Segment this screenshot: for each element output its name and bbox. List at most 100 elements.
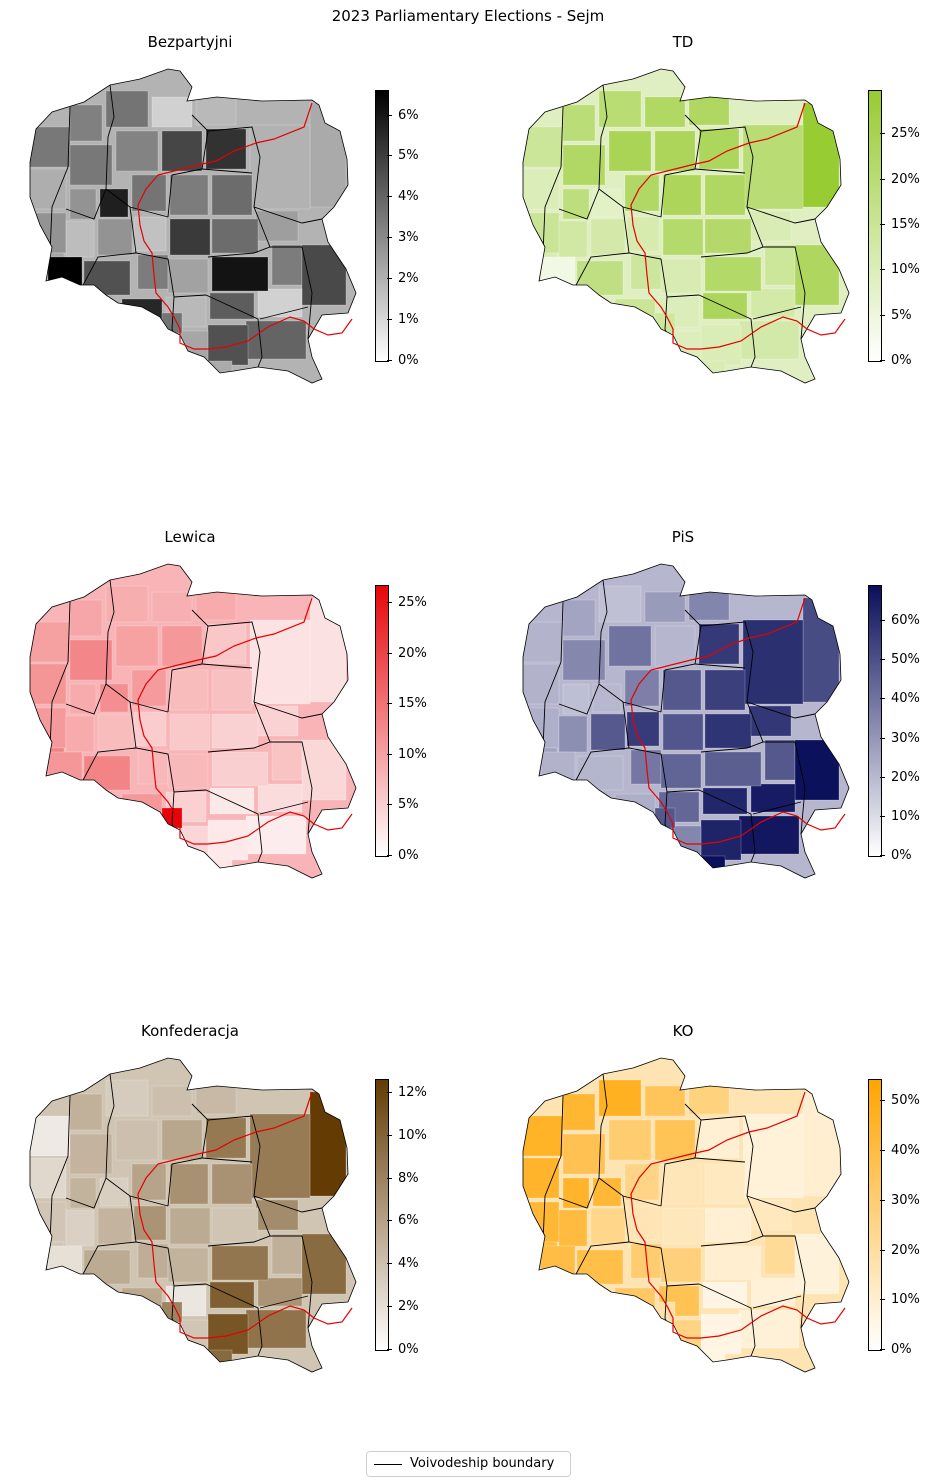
district-region (592, 188, 622, 218)
voivodeship-boundary (752, 306, 802, 320)
colorbar-tick-label: 10% (398, 1127, 427, 1143)
district-region (161, 130, 203, 172)
colorbar-tick-label: 0% (891, 1342, 912, 1357)
district-region (211, 256, 269, 292)
colorbar-tick: 20% (880, 171, 920, 187)
district-region (151, 96, 193, 128)
district-region (195, 589, 237, 621)
colorbar-tick-label: 8% (398, 1170, 419, 1186)
colorbar-tick-label: 20% (891, 171, 920, 187)
district-region (121, 1287, 163, 1315)
district-region (301, 1233, 347, 1295)
panel-title: Konfederacja (141, 1022, 239, 1040)
district-region (576, 755, 624, 791)
district-region (654, 625, 696, 667)
district-region (97, 218, 133, 256)
district-region (207, 1313, 249, 1355)
district-region (523, 663, 560, 705)
district-region (99, 1177, 129, 1207)
voivodeship-boundary (201, 168, 253, 174)
colorbar-tick: 40% (880, 1144, 920, 1157)
district-region (151, 591, 193, 623)
voivodeship-boundary (81, 1241, 137, 1277)
district-region (662, 174, 702, 216)
district-region (654, 130, 696, 172)
district-region (738, 1309, 800, 1349)
colorbar-tick: 40% (880, 692, 920, 705)
voivodeship-boundary (259, 306, 309, 320)
voivodeship-boundary (700, 1235, 806, 1329)
district-region (255, 705, 299, 737)
voivodeship-boundary (129, 701, 207, 793)
colorbar-tick-label: 10% (891, 808, 920, 824)
district-region (704, 1207, 752, 1243)
choropleth-map (522, 1057, 850, 1373)
district-region (562, 144, 606, 186)
voivodeship-boundary (622, 701, 700, 793)
voivodeship-boundary (752, 1295, 802, 1309)
district-region (167, 1319, 209, 1349)
district-region (742, 1113, 804, 1199)
choropleth-map (522, 563, 850, 879)
district-region (662, 218, 704, 256)
voivodeship-boundary (598, 84, 662, 218)
district-region (576, 260, 624, 296)
district-region (590, 218, 626, 256)
choropleth-map (29, 68, 357, 384)
district-region (562, 1133, 606, 1175)
historical-partition-line (137, 1091, 353, 1339)
colorbar-tick: 0% (880, 354, 912, 367)
district-region (169, 174, 209, 216)
district-region (47, 1245, 83, 1275)
district-region (614, 298, 656, 326)
district-region (211, 1207, 259, 1243)
district-region (540, 256, 576, 286)
district-region (794, 1233, 840, 1295)
district-region (802, 102, 840, 208)
district-region (654, 1119, 696, 1161)
district-region (704, 751, 762, 787)
district-region (626, 711, 660, 747)
district-region (660, 1247, 702, 1283)
district-region (592, 683, 622, 713)
district-region (167, 753, 209, 789)
voivodeship-boundary (207, 621, 271, 743)
colorbar-tick: 0% (880, 849, 912, 862)
district-region (688, 1083, 730, 1115)
colorbar-tick: 0% (387, 1343, 419, 1356)
district-region (523, 1115, 564, 1157)
voivodeship-boundary (700, 741, 806, 835)
colorbar-tick: 25% (387, 595, 427, 611)
voivodeship-boundary (105, 579, 169, 713)
district-region (748, 1199, 792, 1231)
district-region (309, 102, 347, 208)
colorbar-tick: 10% (880, 808, 920, 824)
colorbar-tick: 25% (880, 127, 920, 140)
district-region (69, 104, 103, 142)
district-region (644, 1085, 686, 1117)
country-outline (522, 68, 850, 384)
district-region (167, 330, 209, 360)
colorbar-tick: 12% (387, 1086, 427, 1099)
colorbar-tick: 20% (880, 771, 920, 784)
colorbar-tick-label: 20% (891, 1242, 920, 1258)
district-region (99, 188, 129, 218)
colorbar-tick: 30% (880, 732, 920, 745)
historical-partition-line (630, 102, 846, 350)
district-region (69, 599, 103, 637)
voivodeship-boundary (622, 206, 700, 298)
colorbar-tick-label: 3% (398, 230, 419, 246)
district-region (191, 855, 233, 877)
voivodeship-boundary (201, 663, 253, 669)
district-region (644, 96, 686, 128)
district-region (558, 220, 588, 258)
voivodeship-boundary (129, 1195, 207, 1287)
colorbar-tick-label: 25% (398, 595, 427, 611)
district-region (748, 210, 792, 242)
district-region (30, 621, 71, 663)
voivodeship-boundary (105, 1073, 169, 1207)
colorbar-tick: 15% (387, 697, 427, 710)
district-region (662, 1207, 704, 1245)
district-region (133, 216, 167, 252)
colorbar-tick: 8% (387, 1170, 419, 1186)
